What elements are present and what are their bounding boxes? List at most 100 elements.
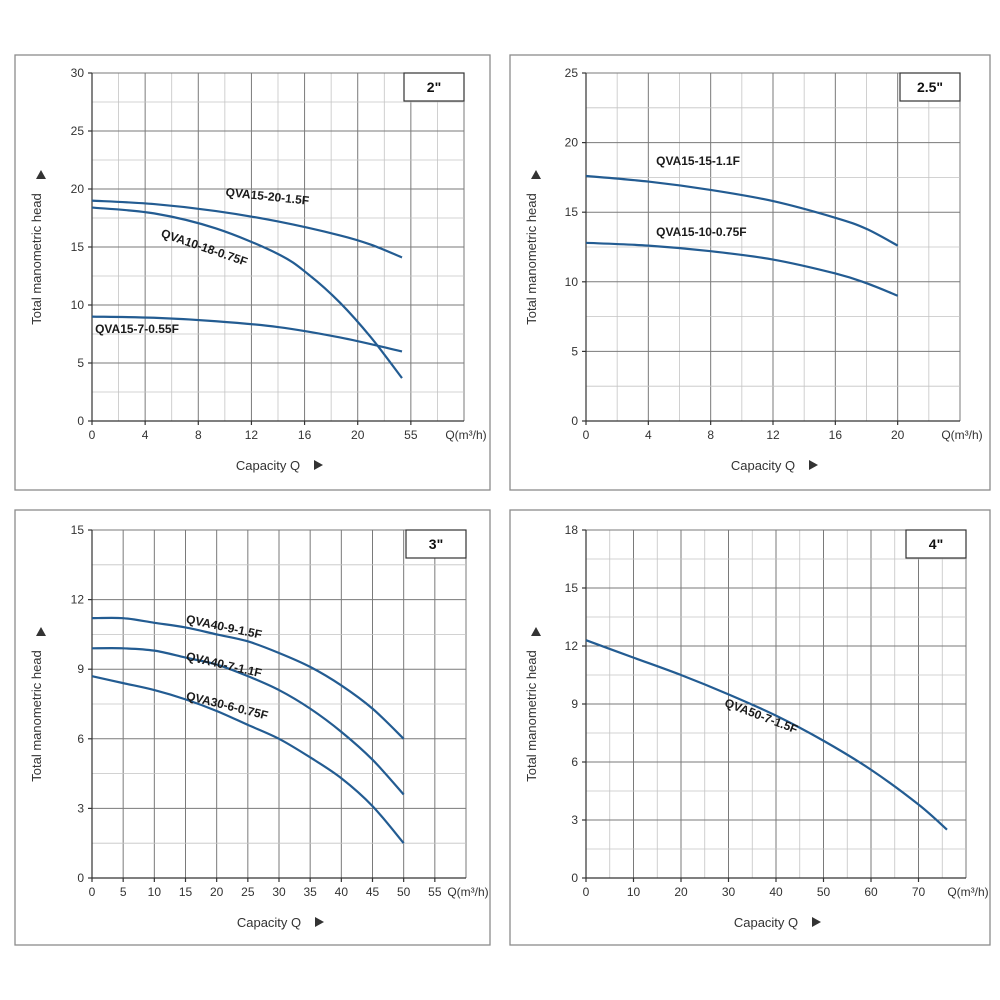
- y-tick-label: 9: [571, 697, 578, 711]
- y-tick-label: 10: [71, 298, 85, 312]
- y-tick-label: 0: [571, 871, 578, 885]
- curve-QVA40-7-1.1F: [91, 647, 405, 796]
- chart-panel-3: 0 5 10 15 20 25 30 35 40 45 50 55 Q(m³/h) 0 3 6 9 12 15 Cap…: [14, 509, 491, 946]
- x-tick-label: 16: [829, 428, 843, 442]
- x-tick-label: 50: [817, 885, 831, 899]
- x-tick-label: 0: [89, 885, 96, 899]
- x-tick-label: 8: [707, 428, 714, 442]
- x-axis-title: Capacity Q: [236, 458, 300, 473]
- y-tick-label: 25: [71, 124, 85, 138]
- y-tick-label: 3: [571, 813, 578, 827]
- y-tick-label: 3: [77, 801, 84, 815]
- x-tick-label: 40: [335, 885, 349, 899]
- y-tick-label: 18: [565, 523, 579, 537]
- y-axis-title: Total manometric head: [29, 650, 44, 782]
- x-axis-title: Capacity Q: [237, 915, 301, 930]
- y-axis-arrow-icon: [36, 170, 46, 179]
- x-tick-label: 20: [210, 885, 224, 899]
- size-badge-label: 2": [427, 79, 441, 95]
- x-tick-label: 12: [245, 428, 259, 442]
- y-tick-label: 20: [565, 136, 579, 150]
- y-tick-label: 30: [71, 66, 85, 80]
- curve-label: QVA15-7-0.55F: [95, 322, 179, 336]
- y-tick-label: 12: [565, 639, 579, 653]
- grid: [586, 529, 967, 878]
- x-axis-arrow-icon: [315, 917, 324, 927]
- x-tick-label: 0: [583, 428, 590, 442]
- y-axis-arrow-icon: [36, 627, 46, 636]
- curve-QVA15-20-1.5F: [91, 199, 403, 259]
- x-tick-label: 55: [428, 885, 442, 899]
- size-badge: [899, 72, 961, 102]
- y-tick-label: 20: [71, 182, 85, 196]
- x-tick-label: 30: [722, 885, 736, 899]
- y-tick-label: 6: [77, 732, 84, 746]
- x-tick-label: 20: [891, 428, 905, 442]
- panel-border: [509, 54, 991, 491]
- x-tick-label: 30: [272, 885, 286, 899]
- size-badge: [905, 529, 967, 559]
- x-axis-title: Capacity Q: [734, 915, 798, 930]
- y-tick-label: 12: [71, 593, 85, 607]
- x-tick-label: 16: [298, 428, 312, 442]
- x-axis-title: Capacity Q: [731, 458, 795, 473]
- x-tick-label: 0: [89, 428, 96, 442]
- x-tick-label: 55: [404, 428, 418, 442]
- y-tick-label: 25: [565, 66, 579, 80]
- x-axis-arrow-icon: [809, 460, 818, 470]
- x-tick-label: 40: [769, 885, 783, 899]
- x-axis-arrow-icon: [314, 460, 323, 470]
- x-unit-label: Q(m³/h): [445, 428, 486, 442]
- chart-panel-2: 0 4 8 12 16 20 Q(m³/h) 0 5 10 15 20 25 Capacity Q Tota…: [509, 54, 991, 491]
- x-tick-label: 4: [645, 428, 652, 442]
- y-axis-title: Total manometric head: [524, 193, 539, 325]
- x-tick-label: 12: [766, 428, 780, 442]
- x-axis-arrow-icon: [812, 917, 821, 927]
- y-tick-label: 15: [565, 581, 579, 595]
- curve-QVA40-9-1.5F: [91, 616, 405, 740]
- chart-panel-4: 0 10 20 30 40 50 60 70 Q(m³/h) 0 3 6 9 12 15 18 Capacity…: [509, 509, 991, 946]
- curve-label: QVA15-15-1.1F: [656, 154, 740, 168]
- curve-QVA15-15-1.1F: [585, 174, 899, 247]
- x-unit-label: Q(m³/h): [941, 428, 982, 442]
- grid: [92, 72, 465, 421]
- x-tick-label: 10: [627, 885, 641, 899]
- x-tick-label: 45: [366, 885, 380, 899]
- y-axis-arrow-icon: [531, 170, 541, 179]
- size-badge-label: 4": [929, 536, 943, 552]
- size-badge: [405, 529, 467, 559]
- x-tick-label: 8: [195, 428, 202, 442]
- x-tick-label: 70: [912, 885, 926, 899]
- x-tick-label: 5: [120, 885, 127, 899]
- x-tick-label: 20: [351, 428, 365, 442]
- y-tick-label: 6: [571, 755, 578, 769]
- y-tick-label: 0: [77, 414, 84, 428]
- x-unit-label: Q(m³/h): [447, 885, 488, 899]
- y-tick-label: 10: [565, 275, 579, 289]
- x-unit-label: Q(m³/h): [947, 885, 988, 899]
- size-badge-label: 2.5": [917, 79, 943, 95]
- x-tick-label: 60: [864, 885, 878, 899]
- x-tick-label: 20: [674, 885, 688, 899]
- curve-QVA15-10-0.75F: [585, 241, 899, 297]
- x-tick-label: 50: [397, 885, 411, 899]
- panel-border: [14, 54, 491, 491]
- y-tick-label: 15: [71, 523, 85, 537]
- curve-QVA30-6-0.75F: [91, 675, 405, 844]
- y-tick-label: 15: [71, 240, 85, 254]
- x-tick-label: 4: [142, 428, 149, 442]
- grid: [586, 72, 961, 421]
- y-axis-title: Total manometric head: [524, 650, 539, 782]
- panel-border: [509, 509, 991, 946]
- curve-QVA50-7-1.5F: [585, 639, 948, 831]
- curve-label: QVA15-10-0.75F: [656, 225, 747, 239]
- size-badge-label: 3": [429, 536, 443, 552]
- curve-QVA10-18-0.75F: [91, 206, 403, 379]
- x-tick-label: 15: [179, 885, 193, 899]
- y-axis-arrow-icon: [531, 627, 541, 636]
- x-tick-label: 0: [583, 885, 590, 899]
- y-tick-label: 0: [571, 414, 578, 428]
- grid: [92, 529, 467, 878]
- x-tick-label: 10: [148, 885, 162, 899]
